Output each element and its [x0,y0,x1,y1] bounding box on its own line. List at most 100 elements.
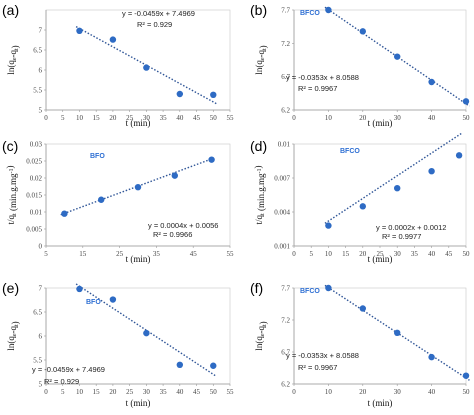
x-tick-label: 20 [359,114,367,122]
y-tick-label: 6.7 [281,349,290,357]
y-axis-label: ln(qe-qt) [6,321,20,350]
y-tick-label: 6 [39,67,43,75]
y-tick-label: 0.01 [278,141,291,149]
x-tick-label: 45 [193,114,201,122]
data-point [176,361,184,368]
x-tick-label: 0 [292,250,296,258]
x-tick-label: 20 [359,250,367,258]
trendline-equation: y = -0.0353x + 8.0588 [286,351,359,360]
data-point [134,183,142,191]
panel-label: (a) [2,2,20,18]
series-name-label: BFCO [340,148,360,155]
trend-line [60,156,216,216]
data-point [208,156,215,163]
y-tick-label: 0.01 [30,209,43,217]
x-axis-label: t (min) [126,398,151,408]
x-tick-label: 10 [325,388,333,396]
x-tick-label: 25 [377,250,385,258]
panel-label: (e) [2,280,20,296]
y-axis-label: ln(qe-qt) [254,45,268,74]
chart-panel-a: (a) 0 5 10 15 20 25 30 35 40 45 50 55 5 5.5 6 6.5 7 t (mi… [2,2,238,136]
data-point [109,36,117,43]
x-tick-label: 10 [325,114,333,122]
trendline-equation: y = -0.0353x + 8.0588 [286,73,359,82]
x-axis-label: t (min) [126,254,151,264]
x-tick-label: 55 [227,114,235,122]
panel-label: (f) [250,280,264,296]
data-point [325,222,332,229]
x-tick-label: 45 [445,250,453,258]
y-axis-label: t/qt (min.g.mg-1) [253,166,266,225]
x-tick-label: 5 [61,388,65,396]
data-point [210,91,217,99]
y-tick-label: 7 [39,285,43,293]
data-point [61,210,68,217]
x-tick-label: 15 [342,250,350,258]
x-tick-label: 50 [463,388,471,396]
r-squared-label: R² = 0.9966 [153,230,192,239]
data-point [143,64,150,71]
x-axis-label: t (min) [126,118,151,128]
y-tick-label: 6.5 [33,309,42,317]
y-tick-label: 5 [39,107,43,115]
x-tick-label: 50 [463,114,471,122]
x-tick-label: 45 [190,250,198,258]
y-tick-label: 6.7 [281,73,290,81]
data-point [359,28,366,35]
data-point [98,196,105,203]
y-tick-label: 7 [39,27,43,35]
data-point [210,362,217,369]
x-tick-label: 5 [61,114,65,122]
plot-frame [45,143,231,247]
x-tick-label: 40 [428,250,436,258]
x-tick-label: 40 [428,388,436,396]
data-point [325,284,332,292]
data-point [394,329,401,336]
y-tick-label: 0.03 [30,141,43,149]
x-tick-label: 0 [292,388,296,396]
y-tick-label: 6.2 [281,381,290,389]
x-axis-label: t (min) [368,398,393,408]
x-tick-label: 10 [325,250,333,258]
x-tick-label: 50 [210,114,218,122]
x-tick-label: 0 [44,114,48,122]
r-squared-label: R² = 0.9977 [382,232,421,241]
x-tick-label: 15 [93,114,101,122]
trendline-equation: y = -0.0459x + 7.4969 [122,9,195,18]
data-point [76,27,83,34]
panel-label: (b) [250,2,268,18]
trendline-equation: y = 0.0002x + 0.0012 [376,223,446,232]
trendline-equation: y = -0.0459x + 7.4969 [32,365,105,374]
data-point [359,203,366,210]
y-tick-label: 0.015 [26,192,42,200]
x-tick-label: 50 [463,250,471,258]
y-tick-label: 6 [39,333,43,341]
y-tick-label: 6.5 [33,47,42,55]
y-tick-label: 7.2 [281,40,290,48]
r-squared-label: R² = 0.929 [137,20,172,29]
panel-label: (d) [250,138,268,154]
x-tick-label: 40 [428,114,436,122]
data-point [359,305,366,312]
data-point [394,53,401,60]
x-tick-label: 35 [160,388,168,396]
x-tick-label: 0 [44,388,48,396]
x-tick-label: 55 [227,388,235,396]
x-tick-label: 0 [292,114,296,122]
chart-panel-b: (b) 0 10 20 30 40 50 6.2 6.7 7.2 7.7 t (min) ln(qe-… [250,2,472,136]
data-point [171,172,178,179]
y-tick-label: 0.025 [26,158,42,166]
x-tick-label: 25 [126,114,134,122]
x-tick-label: 40 [176,388,184,396]
series-name-label: BFCO [300,10,320,17]
trend-line [324,132,463,224]
r-squared-label: R² = 0.9967 [298,84,337,93]
data-point [428,353,435,361]
x-tick-label: 30 [394,114,402,122]
x-tick-label: 15 [93,388,101,396]
series-name-label: BFO [86,299,101,306]
chart-panel-e: (e) 0 5 10 15 20 25 30 35 40 45 50 55 5 5.5 6 6.5 7 t (mi… [2,280,238,413]
data-point [109,296,117,303]
